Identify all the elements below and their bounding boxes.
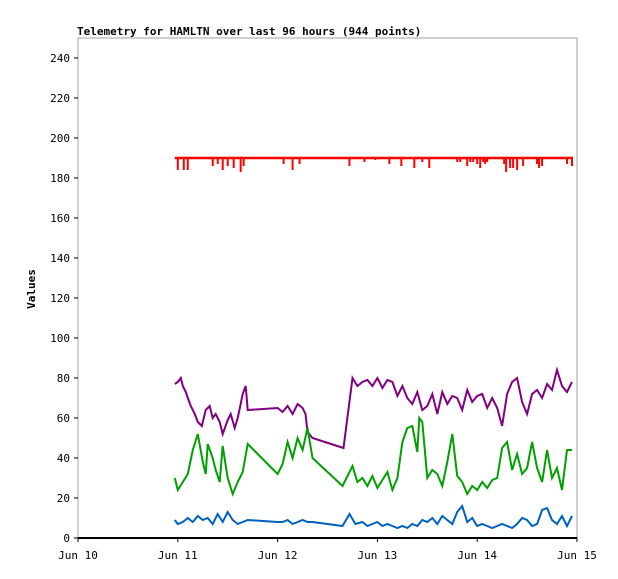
y-tick-label: 20 xyxy=(57,492,70,505)
chart-title: Telemetry for HAMLTN over last 96 hours … xyxy=(77,25,421,38)
y-tick-label: 120 xyxy=(50,292,70,305)
y-tick-label: 220 xyxy=(50,92,70,105)
y-tick-label: 160 xyxy=(50,212,70,225)
y-tick-label: 40 xyxy=(57,452,70,465)
y-tick-label: 200 xyxy=(50,132,70,145)
plot-frame xyxy=(77,37,578,539)
y-tick-label: 60 xyxy=(57,412,70,425)
series-green-group xyxy=(173,415,572,497)
x-tick-label: Jun 12 xyxy=(258,549,298,562)
series-purple-group xyxy=(174,366,573,450)
x-tick-label: Jun 13 xyxy=(358,549,398,562)
x-tick-label: Jun 11 xyxy=(158,549,198,562)
series-blue-group xyxy=(174,503,573,530)
y-tick-label: 140 xyxy=(50,252,70,265)
x-tick-label: Jun 14 xyxy=(457,549,497,562)
x-axis: Jun 10 Jun 11 Jun 12 Jun 13 Jun 14 Jun 15 xyxy=(58,538,597,562)
y-tick-label: 80 xyxy=(57,372,70,385)
series-red xyxy=(174,156,574,172)
y-axis-label: Values xyxy=(25,269,38,309)
x-tick-label: Jun 10 xyxy=(58,549,98,562)
y-tick-label: 240 xyxy=(50,52,70,65)
y-tick-label: 180 xyxy=(50,172,70,185)
series-purple-line xyxy=(174,366,573,450)
series-blue-line xyxy=(174,503,573,530)
y-tick-label: 100 xyxy=(50,332,70,345)
y-axis: 0 20 40 60 80 100 120 140 160 180 200 220 240 xyxy=(50,52,78,545)
x-tick-label: Jun 15 xyxy=(557,549,597,562)
series-green-line xyxy=(173,415,572,497)
series-layer xyxy=(173,156,574,530)
y-tick-label: 0 xyxy=(63,532,70,545)
